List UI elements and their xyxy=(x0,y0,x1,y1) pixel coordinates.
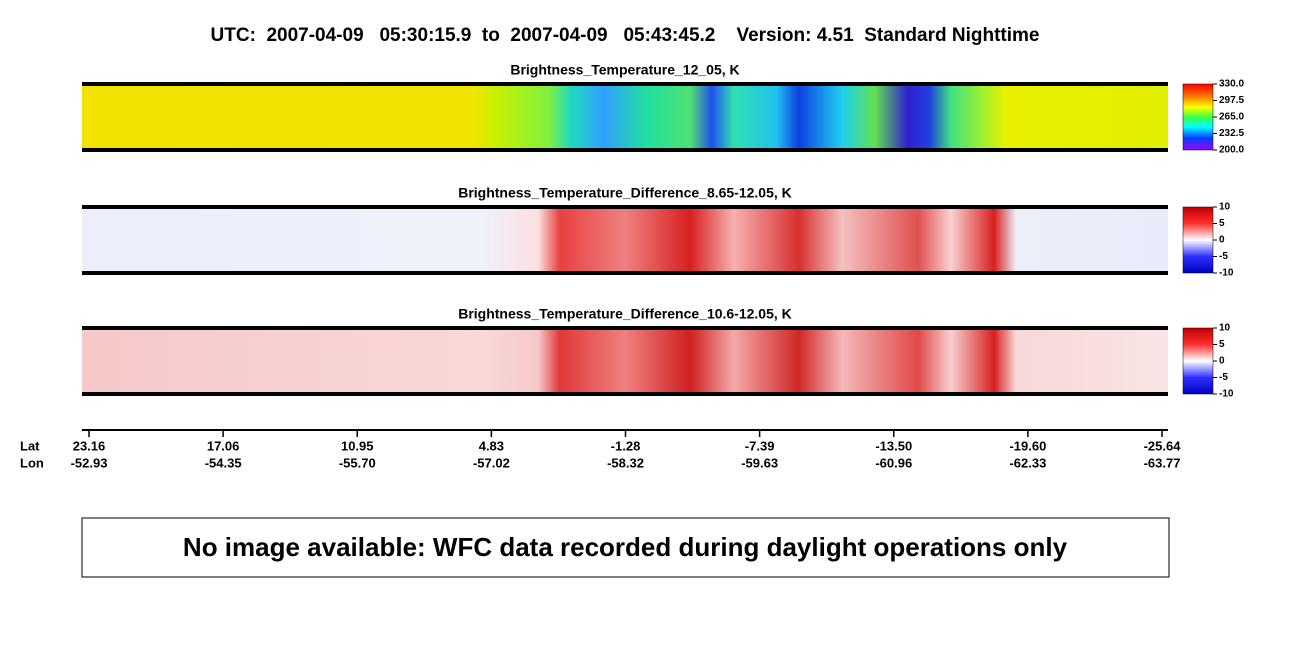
colorbar xyxy=(1182,327,1214,395)
colorbar-label: 0 xyxy=(1219,356,1225,367)
colorbar-label: 297.5 xyxy=(1219,95,1244,106)
strip-bottom-border xyxy=(82,392,1168,396)
colorbar-label: 5 xyxy=(1219,218,1225,229)
axis-row-label: Lat xyxy=(20,438,40,453)
lat-label: 10.95 xyxy=(341,438,374,453)
lat-label: -25.64 xyxy=(1144,438,1182,453)
colorbar-label: -10 xyxy=(1219,268,1234,279)
data-strip xyxy=(82,84,1168,150)
lat-label: 17.06 xyxy=(207,438,240,453)
strip-bottom-border xyxy=(82,271,1168,275)
lat-label: 4.83 xyxy=(479,438,504,453)
lat-label: -1.28 xyxy=(611,438,641,453)
lat-label: 23.16 xyxy=(73,438,106,453)
data-strip xyxy=(82,328,1168,394)
colorbar xyxy=(1182,83,1214,151)
colorbar-label: -5 xyxy=(1219,372,1228,383)
lon-label: -52.93 xyxy=(71,455,108,470)
colorbar-label: 330.0 xyxy=(1219,79,1244,90)
colorbar-label: 200.0 xyxy=(1219,145,1244,156)
panel-title: Brightness_Temperature_Difference_8.65-1… xyxy=(458,185,792,201)
axis-row-label: Lon xyxy=(20,455,44,470)
notice-text: No image available: WFC data recorded du… xyxy=(183,532,1068,562)
strip-top-border xyxy=(82,82,1168,86)
colorbar-label: 10 xyxy=(1219,323,1231,334)
lon-label: -58.32 xyxy=(607,455,644,470)
colorbar-label: 10 xyxy=(1219,202,1231,213)
colorbar-label: 0 xyxy=(1219,235,1225,246)
lat-label: -19.60 xyxy=(1009,438,1046,453)
strip-top-border xyxy=(82,326,1168,330)
colorbar-label: -10 xyxy=(1219,389,1234,400)
panel-title: Brightness_Temperature_12_05, K xyxy=(510,62,739,78)
colorbar xyxy=(1182,206,1214,274)
lon-label: -62.33 xyxy=(1009,455,1046,470)
colorbar-label: 5 xyxy=(1219,339,1225,350)
panel-title: Brightness_Temperature_Difference_10.6-1… xyxy=(458,306,792,322)
colorbar-label: 265.0 xyxy=(1219,112,1244,123)
lon-label: -60.96 xyxy=(875,455,912,470)
lon-label: -59.63 xyxy=(741,455,778,470)
strip-top-border xyxy=(82,205,1168,209)
lon-label: -54.35 xyxy=(205,455,242,470)
figure-title: UTC: 2007-04-09 05:30:15.9 to 2007-04-09… xyxy=(211,25,1040,46)
strip-bottom-border xyxy=(82,148,1168,152)
colorbar-label: -5 xyxy=(1219,251,1228,262)
lon-label: -57.02 xyxy=(473,455,510,470)
lat-label: -7.39 xyxy=(745,438,775,453)
notice-box xyxy=(81,517,1170,578)
lon-label: -55.70 xyxy=(339,455,376,470)
colorbar-label: 232.5 xyxy=(1219,128,1244,139)
lon-label: -63.77 xyxy=(1144,455,1181,470)
lat-label: -13.50 xyxy=(875,438,912,453)
data-strip xyxy=(82,207,1168,273)
